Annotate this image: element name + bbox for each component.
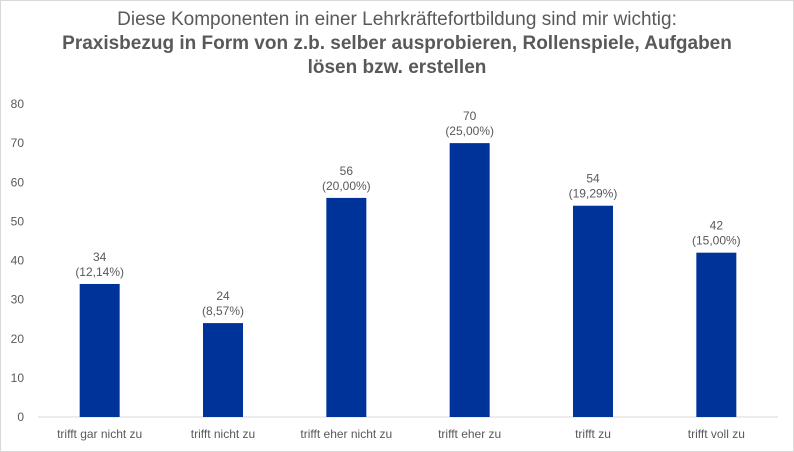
chart-title-line-1: Diese Komponenten in einer Lehrkräftefor…: [117, 9, 677, 30]
bar: [449, 143, 490, 417]
bar: [79, 283, 120, 417]
bar: [203, 323, 243, 417]
x-tick-label: trifft zu: [575, 427, 611, 441]
y-tick-label: 70: [11, 136, 25, 150]
y-tick-label: 30: [11, 293, 25, 307]
chart-title-line-3: lösen bzw. erstellen: [307, 57, 487, 78]
chart-title-line-2: Praxisbezug in Form von z.b. selber ausp…: [62, 33, 732, 54]
data-label-percent: (15,00%): [692, 234, 741, 248]
data-label-percent: (12,14%): [75, 265, 124, 279]
y-tick-label: 0: [17, 410, 24, 424]
bar: [573, 205, 613, 417]
y-tick-label: 20: [11, 332, 25, 346]
x-tick-label: trifft voll zu: [688, 427, 745, 441]
y-tick-label: 60: [11, 175, 25, 189]
data-label-value: 42: [710, 219, 724, 233]
data-label-percent: (8,57%): [202, 304, 244, 318]
data-label-value: 56: [340, 164, 354, 178]
data-label-value: 24: [216, 289, 230, 303]
y-tick-label: 40: [11, 254, 25, 268]
data-label-percent: (25,00%): [445, 124, 494, 138]
x-tick-label: trifft eher zu: [438, 427, 501, 441]
data-label-value: 54: [586, 172, 600, 186]
x-tick-label: trifft nicht zu: [191, 427, 255, 441]
y-tick-label: 80: [11, 97, 25, 111]
x-tick-label: trifft gar nicht zu: [57, 427, 142, 441]
y-tick-label: 50: [11, 214, 25, 228]
y-tick-label: 10: [11, 371, 25, 385]
data-label-value: 70: [463, 109, 477, 123]
bar: [696, 252, 737, 417]
data-label-value: 34: [93, 250, 107, 264]
chart-title: Diese Komponenten in einer Lehrkräftefor…: [0, 8, 794, 80]
data-label-percent: (20,00%): [322, 179, 371, 193]
bar: [326, 197, 367, 417]
data-label-percent: (19,29%): [569, 187, 618, 201]
x-tick-label: trifft eher nicht zu: [300, 427, 392, 441]
